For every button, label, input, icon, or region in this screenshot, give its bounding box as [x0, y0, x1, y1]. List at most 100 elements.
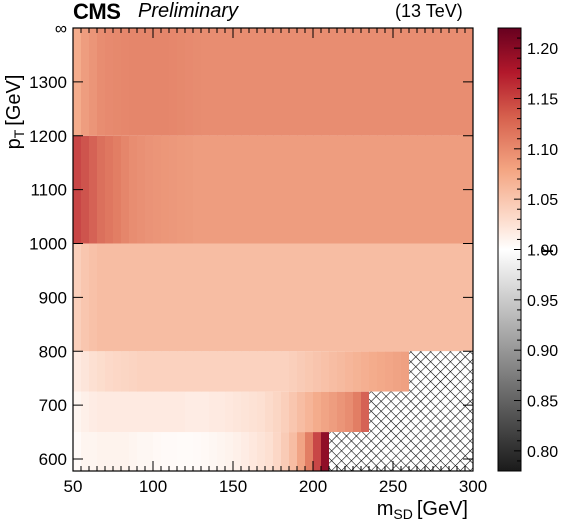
heatmap-cell — [361, 28, 370, 136]
heatmap-cell — [121, 28, 130, 136]
heatmap-cell — [185, 351, 194, 392]
status-label: Preliminary — [138, 0, 239, 22]
heatmap-cell — [305, 135, 314, 244]
heatmap-cell — [89, 135, 98, 244]
heatmap-cell — [345, 391, 354, 433]
heatmap-cell — [385, 351, 394, 392]
colorbar-tick-label: 0.80 — [527, 444, 558, 461]
heatmap-cell — [257, 243, 266, 352]
heatmap-cell — [105, 351, 114, 392]
heatmap-cell — [369, 243, 378, 352]
heatmap-cell — [97, 432, 106, 471]
heatmap-cell — [305, 243, 314, 352]
heatmap-cell — [321, 432, 330, 471]
heatmap-cell — [217, 351, 226, 392]
heatmap-cell — [233, 135, 242, 244]
heatmap-cell — [457, 28, 466, 136]
heatmap-cell — [353, 391, 362, 433]
heatmap-cell — [153, 243, 162, 352]
heatmap-cell — [121, 432, 130, 471]
heatmap-cell — [401, 135, 410, 244]
heatmap-cell — [305, 28, 314, 136]
heatmap-cell — [433, 135, 442, 244]
heatmap-cell — [73, 351, 82, 392]
heatmap-cell — [441, 243, 450, 352]
heatmap-cell — [393, 243, 402, 352]
heatmap-cell — [457, 135, 466, 244]
heatmap-cell — [409, 243, 418, 352]
heatmap-cell — [313, 391, 322, 433]
heatmap-cell — [257, 28, 266, 136]
heatmap-cell — [161, 243, 170, 352]
heatmap-cell — [305, 432, 314, 471]
heatmap-cell — [169, 391, 178, 433]
heatmap-cell — [193, 391, 202, 433]
heatmap-cell — [129, 391, 138, 433]
heatmap-cell — [249, 351, 258, 392]
heatmap-cell — [217, 391, 226, 433]
heatmap-cell — [233, 28, 242, 136]
heatmap-cell — [297, 243, 306, 352]
heatmap-cell — [417, 243, 426, 352]
heatmap-cell — [241, 28, 250, 136]
y-tick-label: 1200 — [29, 127, 67, 146]
heatmap-cell — [361, 391, 370, 433]
heatmap-cell — [361, 135, 370, 244]
heatmap-cell — [113, 243, 122, 352]
heatmap-cell — [217, 135, 226, 244]
heatmap-cell — [409, 135, 418, 244]
heatmap-cell — [81, 351, 90, 392]
heatmap-cell — [209, 391, 218, 433]
heatmap-cell — [289, 28, 298, 136]
x-tick-label: 150 — [219, 477, 247, 496]
heatmap-cell — [449, 135, 458, 244]
heatmap-cell — [297, 432, 306, 471]
heatmap-cell — [89, 28, 98, 136]
heatmap-cell — [161, 391, 170, 433]
heatmap-cell — [113, 135, 122, 244]
heatmap-cell — [105, 243, 114, 352]
heatmap-cell — [377, 351, 386, 392]
heatmap-cell — [265, 351, 274, 392]
heatmap-cell — [153, 28, 162, 136]
masked-region — [329, 432, 473, 471]
heatmap-cell — [457, 243, 466, 352]
heatmap-cell — [305, 351, 314, 392]
heatmap-cell — [145, 28, 154, 136]
heatmap-cell — [145, 432, 154, 471]
heatmap-cell — [289, 432, 298, 471]
heatmap-cell — [257, 432, 266, 471]
heatmap-cell — [321, 135, 330, 244]
heatmap-cell — [345, 135, 354, 244]
heatmap-cell — [241, 351, 250, 392]
heatmap-cell — [401, 351, 410, 392]
heatmap-cell — [177, 391, 186, 433]
y-tick-label: 1000 — [29, 235, 67, 254]
heatmap-cell — [185, 391, 194, 433]
heatmap-cell — [153, 135, 162, 244]
heatmap-cell — [313, 351, 322, 392]
heatmap-cell — [177, 243, 186, 352]
heatmap-cell — [321, 28, 330, 136]
x-tick-label: 50 — [64, 477, 83, 496]
heatmap-cell — [345, 243, 354, 352]
heatmap-cell — [393, 28, 402, 136]
heatmap-cell — [201, 351, 210, 392]
heatmap-cell — [297, 391, 306, 433]
heatmap-cell — [193, 135, 202, 244]
heatmap-cell — [137, 135, 146, 244]
heatmap-cell — [113, 28, 122, 136]
heatmap-cell — [225, 391, 234, 433]
colorbar-tick-label: 1.05 — [527, 192, 558, 209]
heatmap-cell — [201, 28, 210, 136]
heatmap-cell — [129, 28, 138, 136]
heatmap-cell — [169, 351, 178, 392]
heatmap-cell — [185, 135, 194, 244]
heatmap-cell — [137, 243, 146, 352]
heatmap-cell — [105, 28, 114, 136]
heatmap-cell — [129, 243, 138, 352]
heatmap-cell — [249, 243, 258, 352]
heatmap-cell — [209, 351, 218, 392]
heatmap-cell — [121, 135, 130, 244]
